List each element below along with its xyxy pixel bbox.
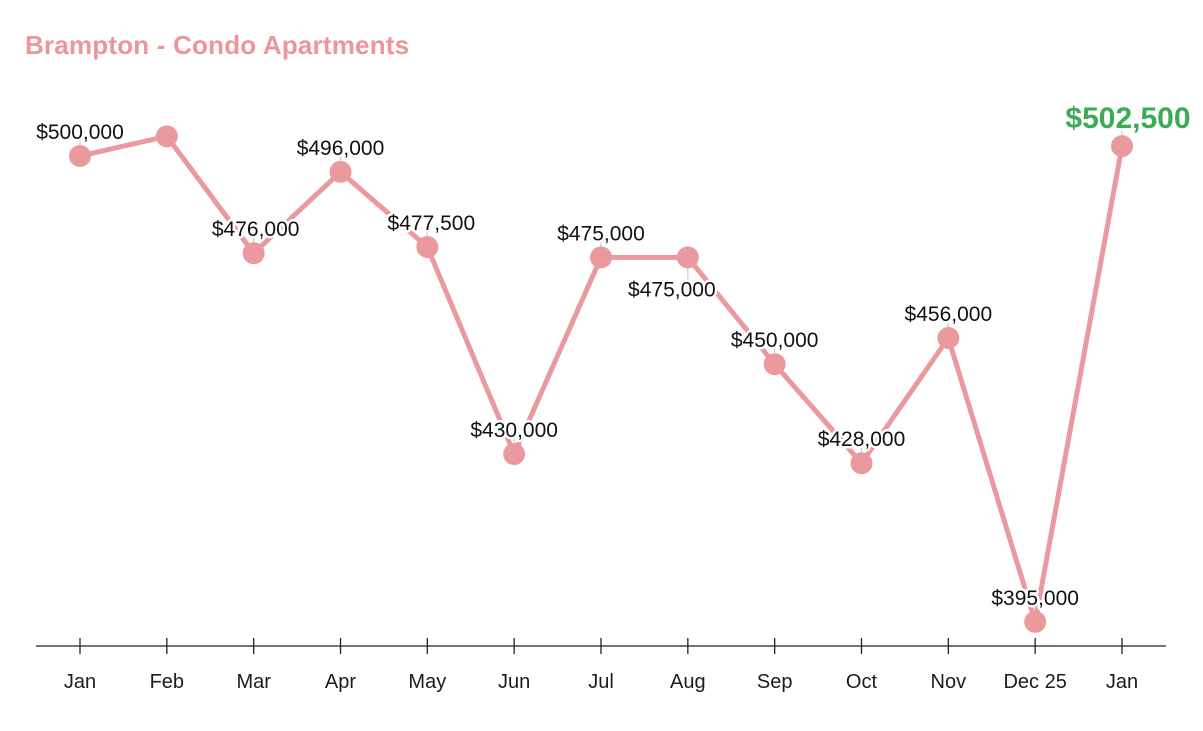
data-point-1-feb[interactable]	[155, 125, 178, 148]
point-label-9-oct: $428,000	[818, 428, 906, 451]
point-label-5-jun: $430,000	[470, 419, 558, 442]
point-label-4-may: $477,500	[388, 212, 476, 235]
x-axis-label-8-sep: Sep	[757, 671, 793, 693]
x-axis-label-11-dec-25: Dec 25	[1003, 671, 1066, 693]
x-axis-label-9-oct: Oct	[846, 671, 878, 693]
highlighted-point-label-12-jan: $502,500	[1065, 102, 1190, 135]
data-point-8-sep[interactable]	[763, 353, 786, 376]
point-label-6-jul: $475,000	[557, 222, 645, 245]
data-point-0-jan[interactable]	[69, 145, 91, 167]
x-axis-label-7-aug: Aug	[670, 671, 706, 693]
data-point-10-nov[interactable]	[937, 327, 960, 350]
x-axis-label-5-jun: Jun	[498, 671, 530, 693]
point-label-0-jan: $500,000	[36, 121, 124, 144]
chart-title: Brampton - Condo Apartments	[25, 30, 410, 60]
point-label-7-aug: $475,000	[628, 278, 716, 301]
x-axis-label-12-jan: Jan	[1106, 671, 1138, 693]
data-point-4-may[interactable]	[416, 235, 439, 258]
data-point-6-jul[interactable]	[589, 246, 612, 269]
point-label-11-dec-25: $395,000	[991, 587, 1079, 610]
data-point-11-dec-25[interactable]	[1024, 610, 1047, 633]
x-axis-label-4-may: May	[408, 671, 446, 693]
x-axis-label-2-mar: Mar	[236, 671, 271, 693]
data-point-3-apr[interactable]	[329, 160, 352, 183]
point-label-8-sep: $450,000	[731, 329, 819, 352]
x-axis-label-10-nov: Nov	[931, 671, 967, 693]
data-point-12-jan[interactable]	[1110, 135, 1133, 158]
x-axis-label-0-jan: Jan	[64, 671, 96, 693]
data-point-9-oct[interactable]	[850, 452, 873, 475]
point-label-10-nov: $456,000	[905, 303, 993, 326]
point-label-2-mar: $476,000	[212, 218, 300, 241]
data-point-7-aug[interactable]	[676, 246, 699, 269]
x-axis-label-6-jul: Jul	[588, 671, 614, 693]
point-label-3-apr: $496,000	[297, 137, 385, 160]
x-axis-label-3-apr: Apr	[325, 671, 356, 693]
data-point-2-mar[interactable]	[242, 242, 265, 265]
data-point-5-jun[interactable]	[503, 443, 526, 466]
price-series-line	[77, 133, 1125, 625]
x-axis-label-1-feb: Feb	[150, 671, 184, 693]
